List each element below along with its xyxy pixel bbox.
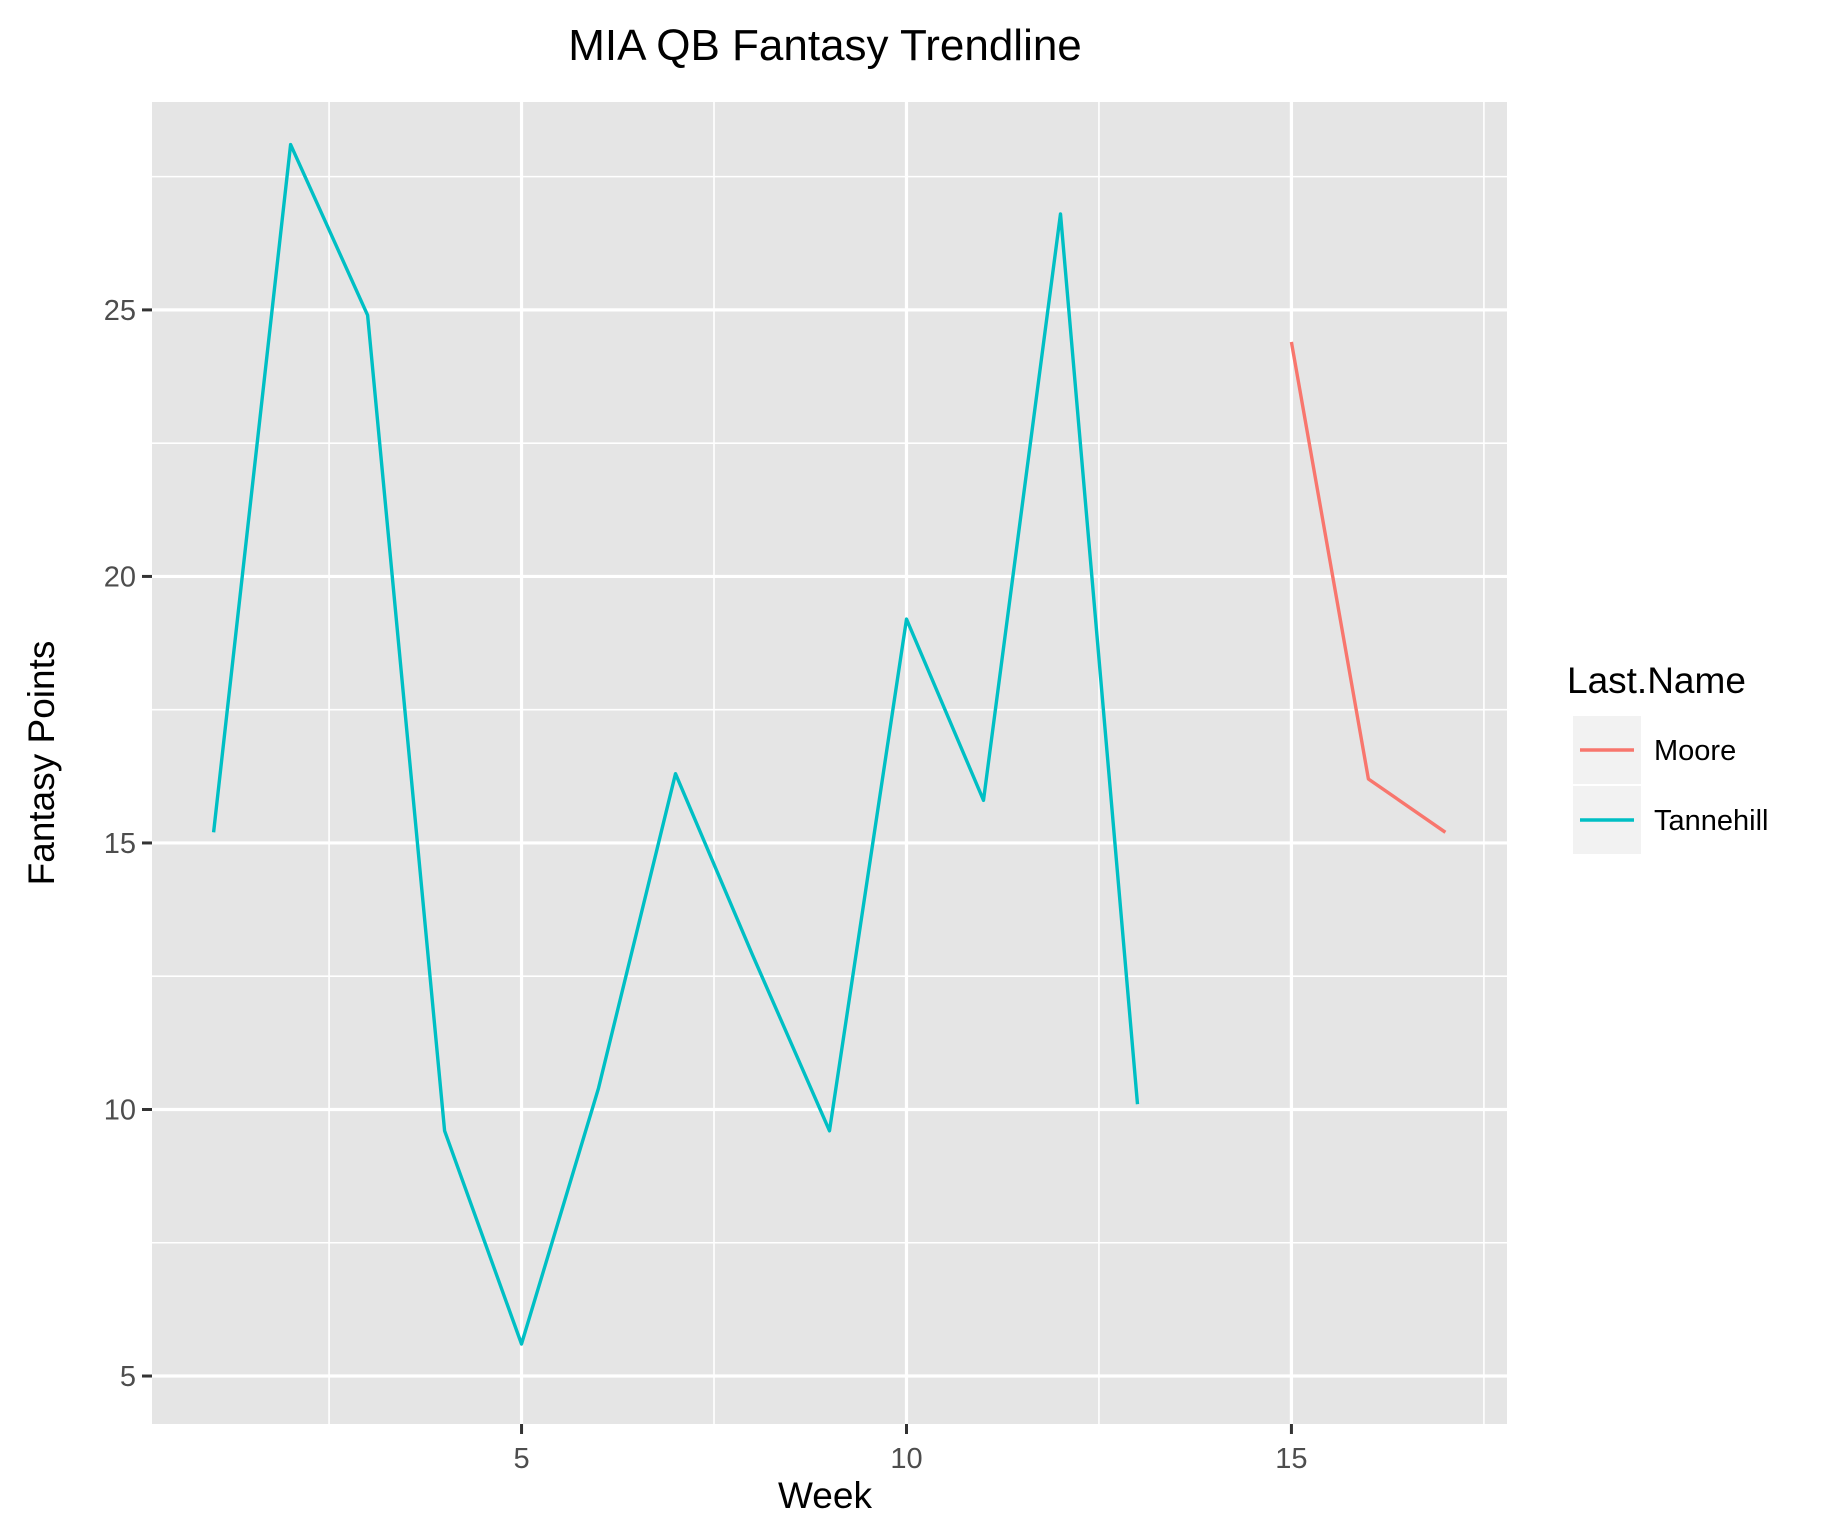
y-tick-label: 15	[104, 828, 136, 860]
x-tick-label: 5	[513, 1443, 529, 1475]
minor-gridlines	[152, 102, 1507, 1424]
y-tick-label: 5	[120, 1361, 136, 1393]
legend: Last.Name Moore Tannehill	[1567, 660, 1768, 854]
series-layer	[211, 142, 1447, 1346]
legend-title: Last.Name	[1567, 660, 1746, 701]
plot-panel	[152, 102, 1507, 1424]
y-axis-title: Fantasy Points	[21, 641, 62, 886]
y-tick-label: 10	[104, 1094, 136, 1126]
chart-title: MIA QB Fantasy Trendline	[568, 21, 1082, 70]
series-line-tannehill	[211, 142, 1140, 1346]
axis-ticks: 5 10 15 5 10 15 20 25	[104, 295, 1308, 1475]
series-line-moore	[1289, 341, 1447, 834]
legend-label-moore: Moore	[1654, 735, 1736, 767]
x-tick-label: 10	[890, 1443, 922, 1475]
y-tick-label: 25	[104, 295, 136, 327]
legend-label-tannehill: Tannehill	[1654, 805, 1768, 837]
y-tick-label: 20	[104, 561, 136, 593]
x-tick-label: 15	[1275, 1443, 1307, 1475]
major-gridlines	[152, 102, 1507, 1424]
x-axis-title: Week	[778, 1475, 872, 1516]
